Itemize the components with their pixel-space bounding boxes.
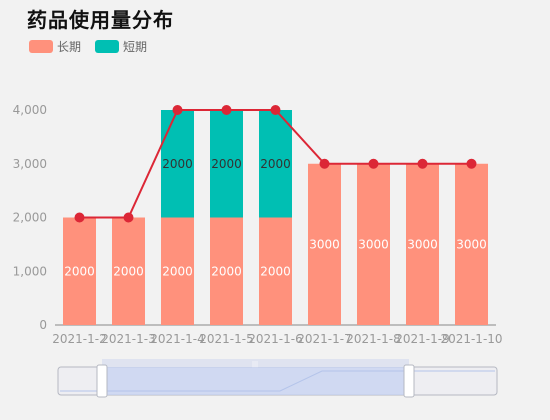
bar-long-term	[112, 217, 145, 325]
line-point	[368, 158, 379, 169]
y-tick-label: 0	[39, 318, 47, 332]
datazoom-top-bar	[102, 359, 409, 367]
bar-short-term	[161, 110, 194, 218]
bar-short-term	[210, 110, 243, 218]
bar-data-label: 2000	[260, 157, 291, 171]
legend-item-long-term[interactable]: 长期	[29, 38, 81, 55]
legend-label-short-term: 短期	[123, 40, 148, 54]
bar-data-label: 3000	[309, 237, 340, 251]
x-tick-label: 2021-1-2	[52, 332, 106, 346]
x-tick-label: 2021-1-6	[248, 332, 302, 346]
datazoom-slider[interactable]: |||	[57, 359, 498, 398]
line-point	[466, 158, 477, 169]
line-point	[319, 158, 330, 169]
datazoom-handle-right[interactable]	[403, 364, 415, 398]
legend-swatch-long-term	[29, 40, 53, 53]
line-point	[270, 105, 281, 115]
bar-data-label: 2000	[260, 264, 291, 278]
x-tick-label: 2021-1-9	[395, 332, 449, 346]
y-tick-label: 2,000	[13, 211, 47, 225]
legend-swatch-short-term	[95, 40, 120, 53]
line-point	[74, 212, 85, 223]
legend-label-long-term: 长期	[57, 40, 82, 54]
chart-title: 药品使用量分布	[27, 8, 174, 32]
y-tick-label: 4,000	[13, 103, 47, 117]
bar-long-term	[259, 217, 292, 325]
bar-long-term	[308, 163, 341, 325]
bar-data-label: 3000	[358, 237, 389, 251]
x-tick-label: 2021-1-7	[297, 332, 351, 346]
x-tick-label: 2021-1-3	[101, 332, 155, 346]
bar-data-label: 2000	[211, 264, 242, 278]
datazoom-selection	[102, 367, 409, 395]
bar-data-label: 2000	[211, 157, 242, 171]
bar-data-label: 3000	[456, 237, 487, 251]
line-point	[417, 158, 428, 169]
line-point	[123, 212, 134, 223]
bar-data-label: 2000	[162, 264, 193, 278]
legend: 长期 短期	[29, 38, 147, 55]
datazoom-grip-icon: |||	[252, 361, 258, 368]
line-point	[221, 105, 232, 115]
bar-long-term	[455, 163, 488, 325]
bar-data-label: 2000	[162, 157, 193, 171]
x-tick-label: 2021-1-5	[199, 332, 253, 346]
x-tick-label: 2021-1-10	[440, 332, 502, 346]
bar-short-term	[259, 110, 292, 218]
y-tick-label: 3,000	[13, 157, 47, 171]
legend-item-short-term[interactable]: 短期	[95, 38, 147, 55]
bar-long-term	[161, 217, 194, 325]
x-tick-label: 2021-1-8	[346, 332, 400, 346]
bar-data-label: 3000	[407, 237, 438, 251]
y-tick-label: 1,000	[13, 264, 47, 278]
x-tick-label: 2021-1-4	[150, 332, 204, 346]
bar-long-term	[63, 217, 96, 325]
datazoom-handle-left[interactable]	[96, 364, 108, 398]
bar-data-label: 2000	[64, 264, 95, 278]
bar-long-term	[357, 163, 390, 325]
bar-long-term	[406, 163, 439, 325]
bar-long-term	[210, 217, 243, 325]
line-point	[172, 105, 183, 115]
bar-data-label: 2000	[113, 264, 144, 278]
